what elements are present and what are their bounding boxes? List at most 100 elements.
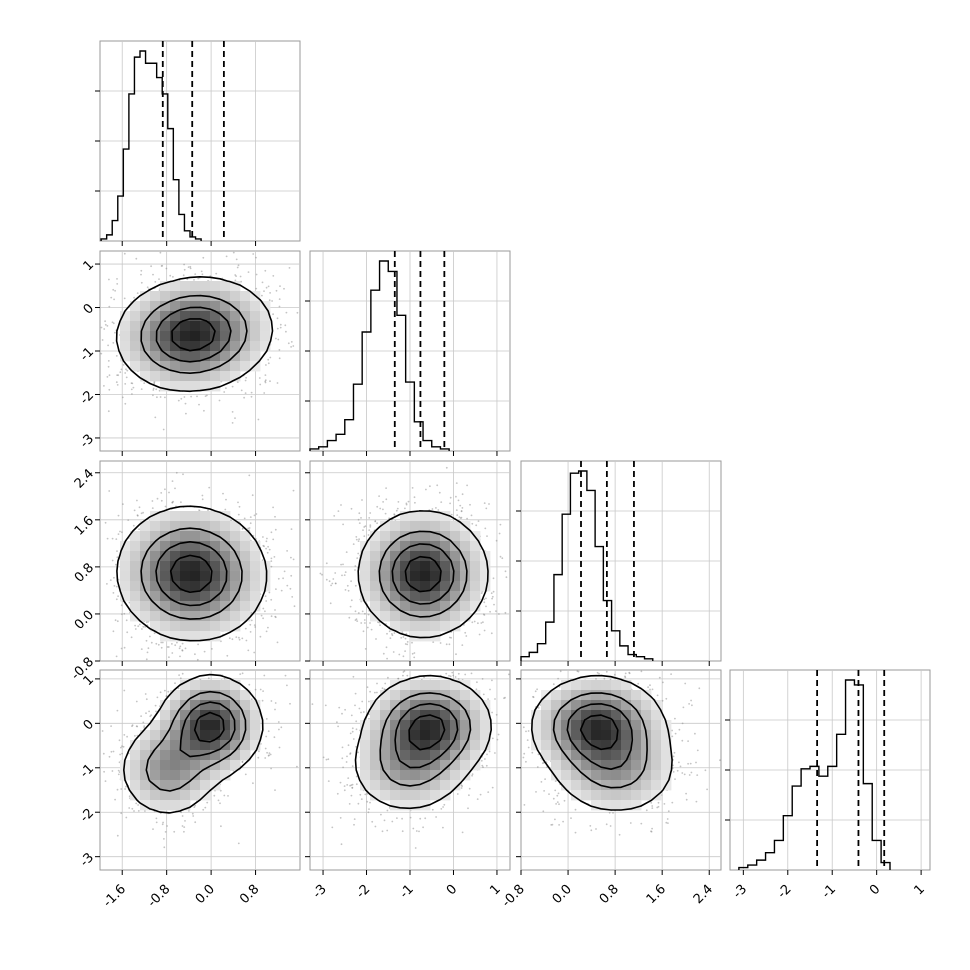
sample-point (272, 275, 275, 277)
sample-point (232, 251, 235, 254)
sample-point (504, 570, 507, 573)
histogram-step-3 (738, 679, 891, 870)
sample-point (350, 599, 353, 602)
sample-point (109, 579, 112, 581)
sample-point (184, 647, 187, 650)
sample-point (143, 382, 146, 384)
sample-point (290, 528, 293, 530)
sample-point (174, 644, 177, 647)
sample-point (104, 323, 107, 326)
sample-point (104, 320, 106, 323)
sample-point (145, 639, 148, 642)
histogram-1 (305, 251, 510, 451)
sample-point (262, 536, 264, 538)
sample-point (103, 385, 105, 387)
sample-point (385, 646, 388, 649)
sample-point (450, 513, 453, 516)
density-cell (230, 341, 241, 352)
sample-point (360, 622, 363, 624)
sample-point (115, 655, 118, 658)
sample-point (106, 376, 109, 378)
sample-point (267, 545, 269, 548)
density-cell (120, 331, 131, 342)
sample-point (180, 397, 183, 400)
sample-point (107, 344, 109, 347)
sample-point (396, 507, 399, 510)
sample-point (155, 388, 158, 391)
density-cell (190, 621, 201, 632)
sample-point (112, 288, 115, 291)
histogram-step-1 (309, 260, 450, 451)
sample-point (475, 524, 478, 527)
sample-point (370, 628, 373, 631)
sample-point (119, 371, 122, 374)
sample-point (429, 485, 431, 488)
sample-point (136, 292, 139, 294)
sample-point (431, 508, 434, 510)
sample-point (125, 619, 128, 622)
sample-point (279, 323, 282, 326)
sample-point (112, 322, 115, 325)
sample-point (147, 647, 150, 650)
density-cell (250, 331, 261, 342)
sample-point (485, 507, 488, 510)
sample-point (183, 263, 186, 266)
density-cell (250, 311, 261, 322)
sample-point (362, 529, 364, 531)
sample-point (182, 473, 184, 476)
sample-point (346, 584, 349, 587)
sample-point (348, 616, 351, 619)
sample-point (201, 494, 204, 497)
sample-point (489, 610, 491, 613)
sample-point (131, 393, 133, 395)
density-cell (140, 601, 151, 612)
sample-point (268, 591, 271, 594)
sample-point (437, 509, 440, 511)
sample-point (140, 269, 143, 272)
density-cell (240, 601, 251, 612)
sample-point (249, 631, 252, 633)
sample-point (404, 507, 406, 510)
sample-point (404, 650, 406, 652)
density-cell (190, 351, 201, 362)
sample-point (268, 299, 271, 302)
sample-point (369, 524, 372, 527)
density-cell (160, 291, 171, 302)
sample-point (234, 417, 236, 419)
density-cell (120, 311, 131, 322)
density-cell (230, 291, 241, 302)
sample-point (482, 613, 485, 616)
sample-point (112, 592, 115, 594)
sample-point (337, 510, 340, 512)
sample-point (264, 610, 266, 613)
sample-point (270, 560, 273, 562)
sample-point (161, 264, 164, 267)
sample-point (158, 278, 160, 280)
sample-point (374, 520, 377, 522)
sample-point (114, 331, 116, 334)
sample-point (100, 326, 103, 329)
sample-point (225, 498, 227, 501)
sample-point (354, 569, 356, 571)
density-cell (190, 531, 201, 542)
sample-point (357, 518, 360, 521)
sample-point (207, 509, 209, 512)
sample-point (291, 596, 294, 598)
density-cell (220, 611, 231, 622)
density-cell (140, 531, 151, 542)
density-cell (190, 321, 201, 332)
density-cell (200, 621, 211, 632)
sample-point (142, 625, 145, 628)
sample-point (325, 578, 328, 581)
density-cell (200, 281, 211, 292)
sample-point (262, 617, 264, 620)
sample-point (279, 285, 281, 287)
density-cell (160, 331, 171, 342)
density-cell (250, 321, 261, 332)
density-cell (130, 601, 141, 612)
sample-point (120, 368, 123, 371)
sample-point (344, 589, 347, 591)
sample-point (261, 281, 264, 284)
sample-point (238, 638, 241, 641)
sample-point (150, 265, 153, 268)
